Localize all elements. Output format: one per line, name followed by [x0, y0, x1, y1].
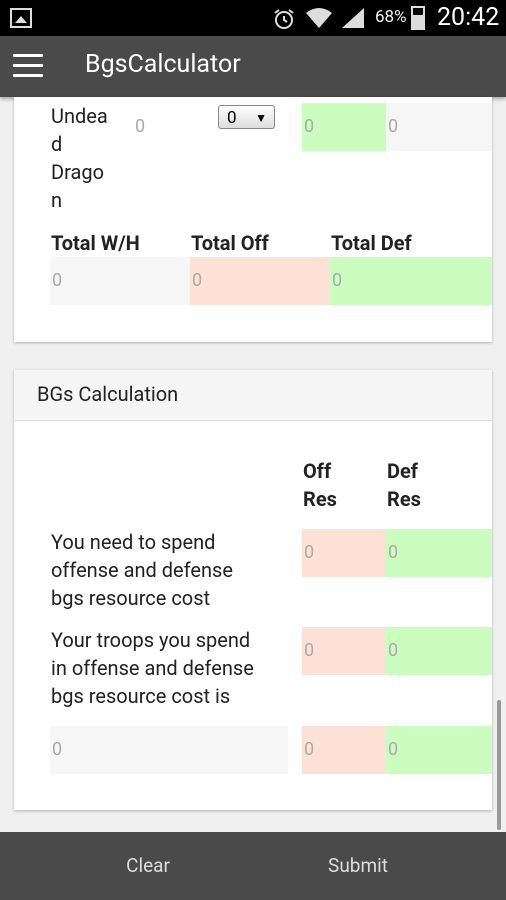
gallery-notification-icon	[10, 8, 32, 28]
def-res-header: Def Res	[387, 459, 421, 511]
hamburger-menu-icon[interactable]	[13, 54, 43, 78]
signal-icon	[342, 8, 364, 28]
app-bar: BgsCalculator	[0, 36, 506, 97]
wifi-icon	[306, 8, 332, 28]
app-title: BgsCalculator	[85, 50, 241, 79]
alarm-icon	[274, 9, 294, 29]
need-spend-label: You need to spend offense and defense bgs …	[51, 530, 233, 610]
need-def-res-value: 0	[386, 529, 492, 577]
summary-def-value: 0	[386, 726, 492, 774]
scrollbar[interactable]	[497, 700, 501, 830]
battery-icon	[411, 6, 425, 30]
troops-spend-label: Your troops you spend in offense and defe…	[51, 628, 254, 708]
total-off-value: 0	[190, 257, 330, 305]
off-res-header: Off Res	[303, 459, 337, 511]
troop-extra-value: 0	[386, 103, 492, 151]
clock: 20:42	[437, 3, 500, 32]
bgs-card-title: BGs Calculation	[37, 382, 179, 406]
bottom-action-bar: Clear Submit	[0, 832, 506, 900]
summary-off-value: 0	[302, 726, 386, 774]
clear-button[interactable]: Clear	[126, 854, 170, 877]
spend-def-res-value: 0	[386, 627, 492, 675]
submit-button[interactable]: Submit	[328, 854, 388, 877]
total-wh-header: Total W/H	[51, 231, 140, 255]
spend-off-res-value: 0	[302, 627, 386, 675]
troop-count-input[interactable]: 0	[135, 116, 146, 137]
total-off-header: Total Off	[191, 231, 269, 255]
troop-level-select[interactable]: 0 ▼	[218, 105, 275, 129]
total-wh-value: 0	[50, 257, 190, 305]
total-def-header: Total Def	[331, 231, 412, 255]
troop-def-value: 0	[302, 103, 386, 151]
dropdown-arrow-icon: ▼	[255, 111, 267, 125]
troop-label-undead-dragon: Undea d Drago n	[51, 104, 108, 212]
battery-percentage: 68%	[375, 7, 407, 27]
need-off-res-value: 0	[302, 529, 386, 577]
bgs-card-header: BGs Calculation	[14, 370, 492, 421]
total-def-value: 0	[330, 257, 492, 305]
status-bar: 68% 20:42	[0, 0, 506, 36]
summary-value: 0	[50, 726, 288, 774]
